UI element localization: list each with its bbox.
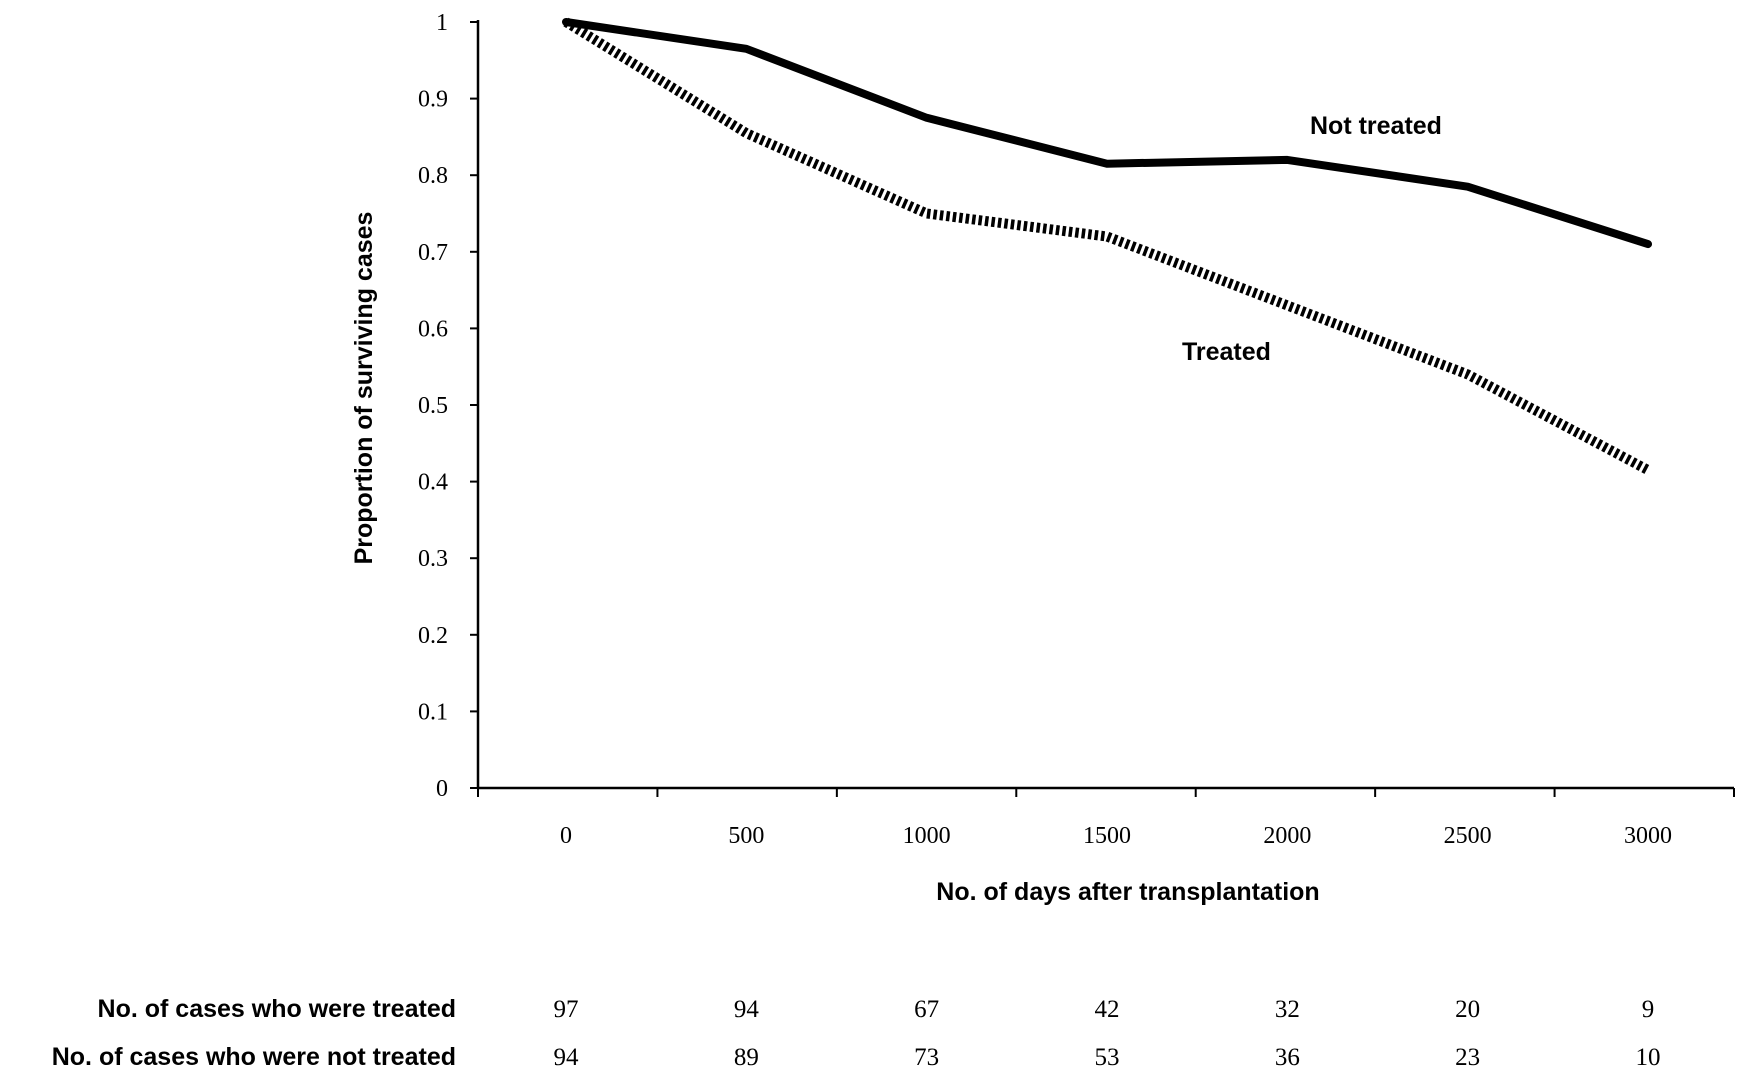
y-tick-label: 0.3 [418, 546, 448, 572]
y-tick-label: 0.5 [418, 393, 448, 419]
y-tick-label: 1 [436, 10, 448, 36]
x-tick-label: 3000 [1624, 823, 1672, 849]
series-label-not-treated: Not treated [1310, 112, 1442, 140]
risk-cell: 36 [1275, 1044, 1300, 1071]
risk-cell: 89 [734, 1044, 759, 1071]
x-tick-label: 1500 [1083, 823, 1131, 849]
y-tick-label: 0.7 [418, 240, 448, 266]
series-label-treated: Treated [1182, 338, 1271, 366]
risk-cell: 94 [554, 1044, 580, 1071]
risk-cell: 97 [554, 996, 579, 1023]
risk-cell: 32 [1275, 996, 1300, 1023]
risk-cell: 53 [1095, 1044, 1120, 1071]
x-tick-label: 2500 [1444, 823, 1492, 849]
x-tick-label: 2000 [1263, 823, 1311, 849]
y-tick-label: 0.1 [418, 699, 448, 725]
y-tick-label: 0.8 [418, 163, 448, 189]
risk-cell: 42 [1095, 996, 1120, 1023]
x-axis-title: No. of days after transplantation [936, 878, 1319, 906]
series-line-not-treated [562, 18, 1652, 249]
risk-table: No. of cases who were treated 97 94 67 42 32 2… [52, 995, 1661, 1071]
risk-cell: 73 [914, 1044, 939, 1071]
y-axis-title: Proportion of surviving cases [350, 212, 378, 565]
x-tick-label: 500 [728, 823, 764, 849]
y-tick-label: 0.9 [418, 87, 448, 113]
series-line-treated [563, 17, 1651, 475]
x-tick-label: 1000 [903, 823, 951, 849]
axes [476, 20, 1734, 790]
risk-cell: 23 [1455, 1044, 1480, 1071]
y-tick-label: 0.4 [418, 470, 448, 496]
risk-cell: 67 [914, 996, 939, 1023]
risk-cell: 10 [1636, 1044, 1661, 1071]
risk-cell: 9 [1642, 996, 1655, 1023]
risk-row-label: No. of cases who were not treated [52, 1043, 456, 1071]
series-layer [562, 17, 1652, 475]
risk-cell: 20 [1455, 996, 1480, 1023]
x-tick-label: 0 [560, 823, 572, 849]
risk-row-label: No. of cases who were treated [98, 995, 456, 1023]
y-tick-label: 0.6 [418, 316, 448, 342]
risk-cell: 94 [734, 996, 760, 1023]
ticks: 0 0.1 0.2 0.3 0.4 0.5 0.6 0.7 0.8 0.9 1 0 500 1000 150… [418, 10, 1735, 849]
y-tick-label: 0.2 [418, 623, 448, 649]
y-tick-label: 0 [436, 776, 448, 802]
